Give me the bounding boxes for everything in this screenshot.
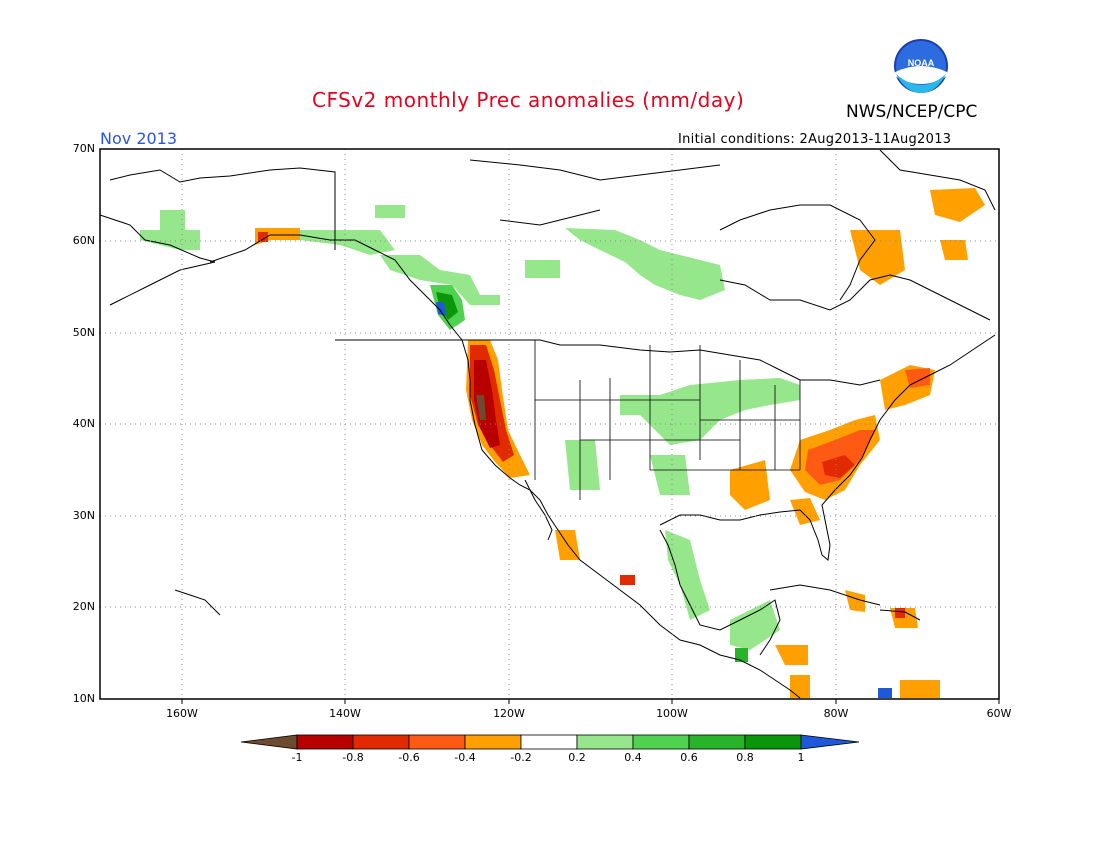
colorbar-tick: 0.6 bbox=[680, 751, 698, 764]
anomaly-patches bbox=[140, 188, 985, 698]
lat-label: 70N bbox=[72, 142, 95, 155]
colorbar-tick: -0.8 bbox=[342, 751, 364, 764]
lat-label: 40N bbox=[72, 417, 95, 430]
colorbar-tick: -0.4 bbox=[454, 751, 476, 764]
initial-conditions-label: Initial conditions: 2Aug2013-11Aug2013 bbox=[678, 132, 952, 147]
lon-label: 80W bbox=[823, 707, 849, 720]
colorbar-tick: -0.6 bbox=[398, 751, 420, 764]
colorbar-tick: 0.8 bbox=[736, 751, 754, 764]
month-label: Nov 2013 bbox=[100, 129, 178, 148]
lat-label: 50N bbox=[72, 326, 95, 339]
colorbar-tick: 0.4 bbox=[624, 751, 642, 764]
lat-label: 20N bbox=[72, 600, 95, 613]
lat-label: 60N bbox=[72, 234, 95, 247]
lon-label: 60W bbox=[986, 707, 1012, 720]
colorbar-tick: -0.2 bbox=[510, 751, 532, 764]
lat-label: 10N bbox=[72, 692, 95, 705]
colorbar-tick: -1 bbox=[291, 751, 303, 764]
map-frame bbox=[99, 148, 1000, 700]
colorbar-tick: 1 bbox=[797, 751, 805, 764]
coastlines bbox=[99, 149, 996, 699]
colorbar-tick: 0.2 bbox=[568, 751, 586, 764]
lon-label: 100W bbox=[656, 707, 688, 720]
lon-label: 140W bbox=[329, 707, 361, 720]
lat-label: 30N bbox=[72, 509, 95, 522]
gridlines bbox=[100, 149, 999, 699]
map-title: CFSv2 monthly Prec anomalies (mm/day) bbox=[312, 88, 745, 112]
agency-label: NWS/NCEP/CPC bbox=[846, 102, 978, 122]
lon-label: 160W bbox=[166, 707, 198, 720]
lon-label: 120W bbox=[493, 707, 525, 720]
